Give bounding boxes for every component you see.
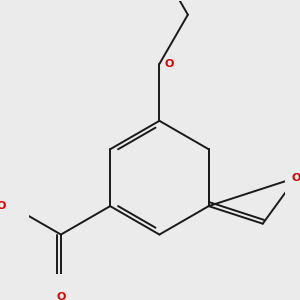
Text: O: O xyxy=(56,292,66,300)
Text: O: O xyxy=(0,201,6,211)
Text: O: O xyxy=(165,59,174,69)
Text: O: O xyxy=(292,173,300,183)
